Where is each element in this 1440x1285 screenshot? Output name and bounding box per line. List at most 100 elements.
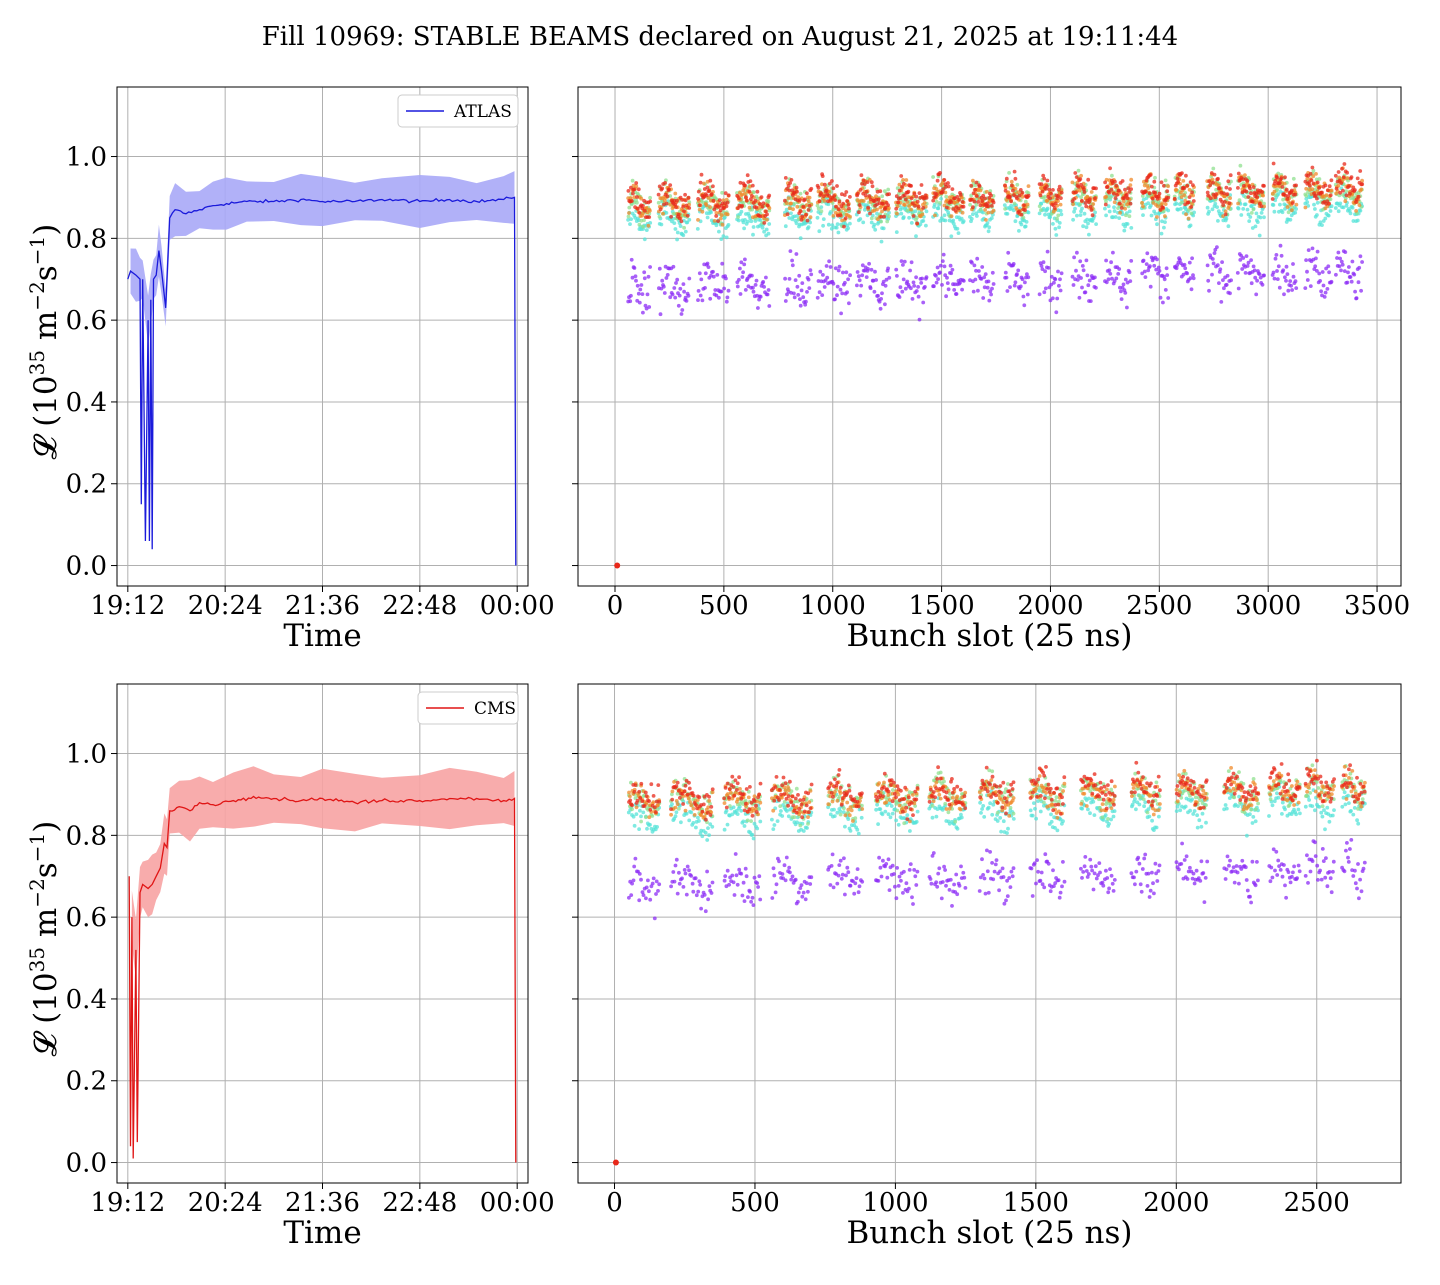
bunch-point [1292, 275, 1296, 279]
x-tick-label: 0 [607, 591, 624, 621]
bunch-point [675, 810, 679, 814]
bunch-point [1166, 184, 1170, 188]
bunch-point [1031, 894, 1035, 898]
bunch-point [883, 810, 887, 814]
bunch-point [1356, 177, 1360, 181]
bunch-point [1237, 287, 1241, 291]
bunch-point [1103, 207, 1107, 211]
bunch-point [1330, 890, 1334, 894]
bunch-point [924, 224, 928, 228]
bunch-point [773, 823, 777, 827]
bunch-point [809, 268, 813, 272]
bunch-point [691, 882, 695, 886]
bunch-point [1080, 807, 1084, 811]
bunch-point [1125, 193, 1129, 197]
bunch-point [943, 213, 947, 217]
bunch-point [762, 201, 766, 205]
bunch-point [825, 264, 829, 268]
bunch-point [726, 869, 730, 873]
bunch-point [1304, 187, 1308, 191]
y-axis-label: 𝓛 (1035 m−2s−1) [25, 224, 64, 460]
bunch-point [635, 805, 639, 809]
bunch-point [1043, 852, 1047, 856]
bunch-point [902, 870, 906, 874]
bunch-point [890, 804, 894, 808]
bunch-point [1132, 876, 1136, 880]
x-tick-label: 22:48 [382, 1188, 457, 1218]
bunch-point [727, 193, 731, 197]
bunch-point [1191, 273, 1195, 277]
bunch-point [1013, 284, 1017, 288]
bunch-point [1228, 196, 1232, 200]
bunch-point [1004, 271, 1008, 275]
bunch-point [1289, 218, 1293, 222]
bunch-point [1123, 188, 1127, 192]
bunch-point [795, 190, 799, 194]
bunch-point [706, 262, 710, 266]
bunch-point [1140, 890, 1144, 894]
bunch-point [699, 907, 703, 911]
bunch-point [1340, 167, 1344, 171]
bunch-point [723, 874, 727, 878]
bunch-point [980, 265, 984, 269]
bunch-point [1256, 802, 1260, 806]
bunch-point [1152, 892, 1156, 896]
bunch-point [807, 225, 811, 229]
bunch-point [708, 884, 712, 888]
bunch-point [1271, 876, 1275, 880]
bunch-point [904, 198, 908, 202]
bunch-point [1134, 870, 1138, 874]
bunch-point [1012, 817, 1016, 821]
bunch-point [783, 199, 787, 203]
bunch-point [895, 896, 899, 900]
bunch-point [1116, 206, 1120, 210]
bunch-point [1097, 861, 1101, 865]
bunch-point [1024, 225, 1028, 229]
bunch-point [1272, 271, 1276, 275]
x-tick-label: 2500 [1126, 591, 1192, 621]
bunch-point [806, 219, 810, 223]
bunch-point [705, 870, 709, 874]
bunch-point [643, 276, 647, 280]
bunch-point [675, 799, 679, 803]
bunch-point [1281, 875, 1285, 879]
bunch-point [687, 868, 691, 872]
bunch-point [1349, 212, 1353, 216]
bunch-point [847, 301, 851, 305]
bunch-point [1030, 867, 1034, 871]
bunch-point [1149, 889, 1153, 893]
bunch-point [990, 204, 994, 208]
bunch-point [912, 868, 916, 872]
bunch-point [1155, 222, 1159, 226]
bunch-point [1056, 829, 1060, 833]
bunch-point [797, 274, 801, 278]
bunch-point [821, 273, 825, 277]
bunch-point [821, 224, 825, 228]
bunch-point [1088, 197, 1092, 201]
bunch-point [846, 226, 850, 230]
x-tick-label: 1500 [909, 591, 975, 621]
bunch-point [1054, 233, 1058, 237]
bunch-point [1359, 188, 1363, 192]
bunch-point [832, 194, 836, 198]
bunch-point [1217, 281, 1221, 285]
bunch-point [908, 829, 912, 833]
bunch-point [1033, 861, 1037, 865]
bunch-point [846, 870, 850, 874]
bunch-point [1327, 214, 1331, 218]
bunch-point [862, 179, 866, 183]
bunch-point [725, 236, 729, 240]
bunch-point [692, 807, 696, 811]
bunch-point [897, 884, 901, 888]
bunch-point [641, 225, 645, 229]
bunch-point [1022, 303, 1026, 307]
bunch-point [992, 209, 996, 213]
bunch-point [646, 293, 650, 297]
bunch-point [1032, 801, 1036, 805]
bunch-point [981, 873, 985, 877]
bunch-point [921, 213, 925, 217]
bunch-point [1358, 203, 1362, 207]
bunch-point [1252, 777, 1256, 781]
bunch-point [874, 808, 878, 812]
